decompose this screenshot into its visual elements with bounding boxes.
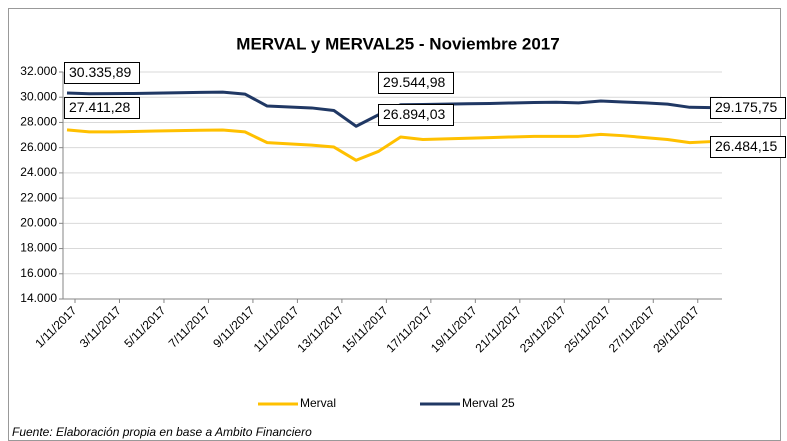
y-tick-label: 32.000 (20, 64, 57, 78)
annotation: 30.335,89 (69, 64, 131, 80)
annotation: 27.411,28 (69, 99, 130, 115)
y-tick-label: 14.000 (20, 291, 57, 305)
annotation: 26.894,03 (383, 106, 445, 122)
annotation-box (64, 62, 140, 84)
y-tick-label: 28.000 (20, 115, 57, 129)
legend-label: Merval 25 (462, 396, 515, 410)
source-note: Fuente: Elaboración propia en base a Amb… (12, 425, 312, 439)
y-tick-label: 16.000 (20, 266, 57, 280)
annotation: 26.484,15 (715, 138, 777, 154)
legend-label: Merval (300, 396, 336, 410)
y-tick-label: 18.000 (20, 241, 57, 255)
chart-title: MERVAL y MERVAL25 - Noviembre 2017 (236, 34, 559, 53)
annotation-box (378, 104, 454, 126)
annotation-box (378, 72, 454, 94)
annotation: 29.175,75 (715, 99, 777, 115)
y-tick-label: 22.000 (20, 190, 57, 204)
series-line (66, 128, 713, 162)
annotation: 29.544,98 (383, 74, 445, 90)
annotation-box (710, 97, 786, 119)
y-tick-label: 20.000 (20, 216, 57, 230)
y-tick-label: 30.000 (20, 89, 57, 103)
annotation-box (64, 97, 140, 119)
annotation-box (710, 136, 786, 158)
y-tick-label: 24.000 (20, 165, 57, 179)
y-tick-label: 26.000 (20, 140, 57, 154)
